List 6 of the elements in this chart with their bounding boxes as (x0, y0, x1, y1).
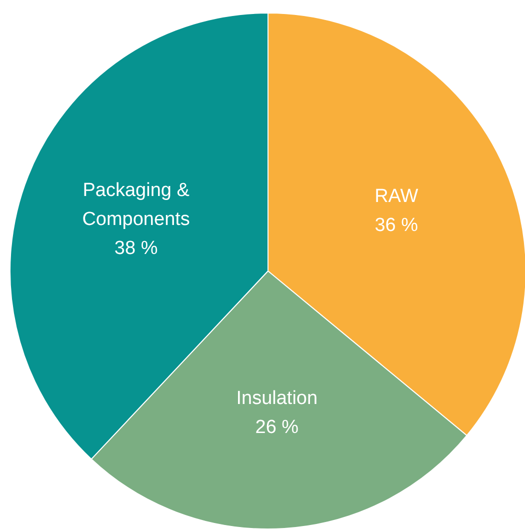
slice-label: RAW (374, 186, 418, 207)
data-label: 26 % (255, 416, 299, 438)
slice-label: Insulation (236, 388, 318, 409)
slice-label: Packaging & Components (82, 179, 190, 230)
data-label: 36 % (374, 214, 418, 236)
data-label: 38 % (114, 237, 158, 258)
